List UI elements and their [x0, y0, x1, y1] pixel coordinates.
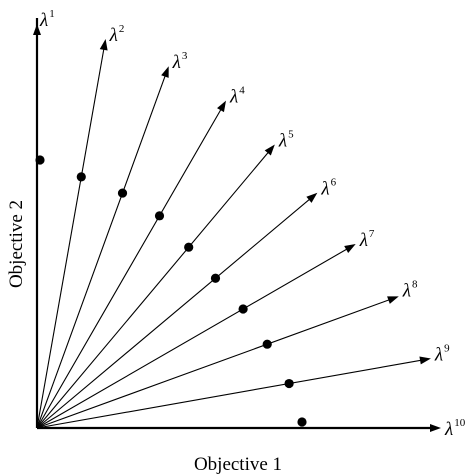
weight-label-index-8: 8	[412, 278, 418, 290]
weight-label-6: λ6	[320, 177, 336, 200]
weight-label-index-5: 5	[288, 129, 294, 141]
arrowhead-6	[306, 192, 318, 203]
weight-vector-labels: λ1 λ2 λ3 λ4 λ5 λ6 λ7 λ8 λ9 λ10	[39, 8, 466, 440]
weight-vector-arrowheads	[33, 24, 441, 432]
solution-point-10	[297, 417, 307, 427]
weight-label-7: λ7	[359, 228, 375, 251]
weight-vector-rays	[36, 44, 426, 429]
arrowhead-10	[430, 424, 441, 432]
weight-vector-ray-3	[36, 71, 168, 429]
weight-vector-ray-5	[36, 148, 272, 429]
solution-point-3	[117, 188, 128, 198]
arrowhead-3	[161, 66, 169, 78]
weight-label-index-9: 9	[444, 343, 450, 355]
weight-label-8: λ8	[402, 278, 418, 301]
solution-points	[35, 155, 307, 427]
solution-point-1	[35, 155, 45, 165]
weight-vector-ray-9	[36, 359, 426, 429]
arrowhead-4	[217, 100, 226, 113]
weight-label-index-4: 4	[239, 85, 245, 97]
weight-label-5: λ5	[278, 129, 294, 152]
arrowhead-1	[33, 24, 41, 35]
arrowhead-5	[264, 144, 275, 156]
weight-vector-ray-8	[36, 297, 394, 429]
weight-label-index-7: 7	[369, 228, 375, 240]
weight-label-1: λ1	[39, 8, 55, 31]
weight-vector-ray-6	[36, 196, 314, 429]
weight-label-index-2: 2	[119, 23, 125, 35]
weight-label-9: λ9	[434, 343, 450, 366]
arrowhead-2	[99, 39, 108, 51]
weight-vector-ray-7	[36, 246, 351, 429]
weight-vector-ray-2	[36, 44, 106, 429]
weight-label-2: λ2	[109, 23, 125, 46]
weight-label-4: λ4	[229, 85, 245, 108]
weight-label-3: λ3	[172, 50, 188, 73]
arrowhead-9	[419, 356, 431, 365]
weight-vector-ray-4	[36, 105, 224, 429]
solution-point-6	[210, 273, 221, 283]
y-axis-title: Objective 2	[6, 200, 27, 288]
solution-point-7	[238, 304, 248, 314]
solution-point-4	[154, 211, 165, 221]
weight-label-index-1: 1	[49, 8, 55, 20]
solution-point-2	[76, 172, 86, 182]
weight-label-index-10: 10	[454, 417, 466, 429]
weight-label-index-6: 6	[331, 177, 337, 189]
solution-point-8	[262, 339, 272, 349]
x-axis-title: Objective 1	[194, 454, 282, 474]
weight-label-index-3: 3	[182, 50, 188, 62]
arrowhead-8	[387, 296, 399, 304]
weight-label-10: λ10	[444, 417, 466, 440]
arrowhead-7	[344, 244, 356, 253]
solution-point-9	[284, 378, 294, 389]
solution-point-5	[184, 242, 194, 252]
